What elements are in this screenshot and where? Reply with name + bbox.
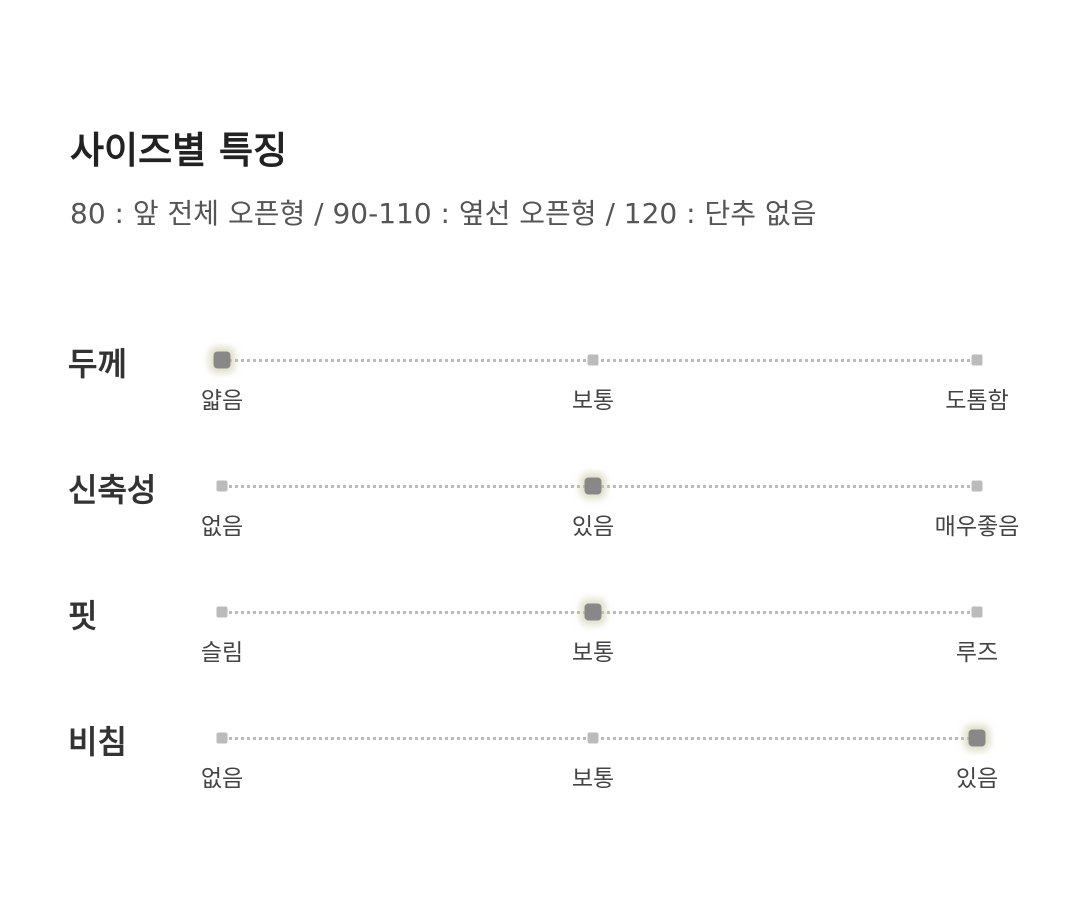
scale-option-label: 루즈 (955, 640, 999, 666)
scale-option-label: 없음 (200, 766, 244, 792)
size-notes: 80 : 앞 전체 오픈형 / 90-110 : 옆선 오픈형 / 120 : … (70, 197, 817, 230)
selected-marker (213, 351, 231, 369)
scale-marker (587, 732, 599, 744)
scale-marker (216, 480, 228, 492)
scale-option-label: 얇음 (200, 388, 244, 414)
selected-marker (584, 603, 602, 621)
scale-marker (216, 732, 228, 744)
scale-option-label: 보통 (571, 766, 615, 792)
scale-option-label: 있음 (571, 514, 615, 540)
scale-option-label: 도톰함 (945, 388, 1009, 414)
feature-label: 핏 (68, 597, 98, 635)
feature-label: 두께 (68, 345, 127, 383)
scale-track (222, 737, 977, 740)
selected-marker (584, 477, 602, 495)
scale-option-label: 슬림 (200, 640, 244, 666)
scale-option-label: 있음 (955, 766, 999, 792)
scale-marker (971, 606, 983, 618)
scale-option-label: 보통 (571, 388, 615, 414)
feature-label: 비침 (68, 723, 127, 761)
scale-track (222, 359, 977, 362)
feature-label: 신축성 (68, 471, 157, 509)
scale-marker (587, 354, 599, 366)
page-title: 사이즈별 특징 (70, 129, 288, 172)
scale-option-label: 없음 (200, 514, 244, 540)
scale-option-label: 매우좋음 (934, 514, 1020, 540)
scale-marker (971, 354, 983, 366)
scale-marker (216, 606, 228, 618)
scale-marker (971, 480, 983, 492)
scale-option-label: 보통 (571, 640, 615, 666)
selected-marker (968, 729, 986, 747)
